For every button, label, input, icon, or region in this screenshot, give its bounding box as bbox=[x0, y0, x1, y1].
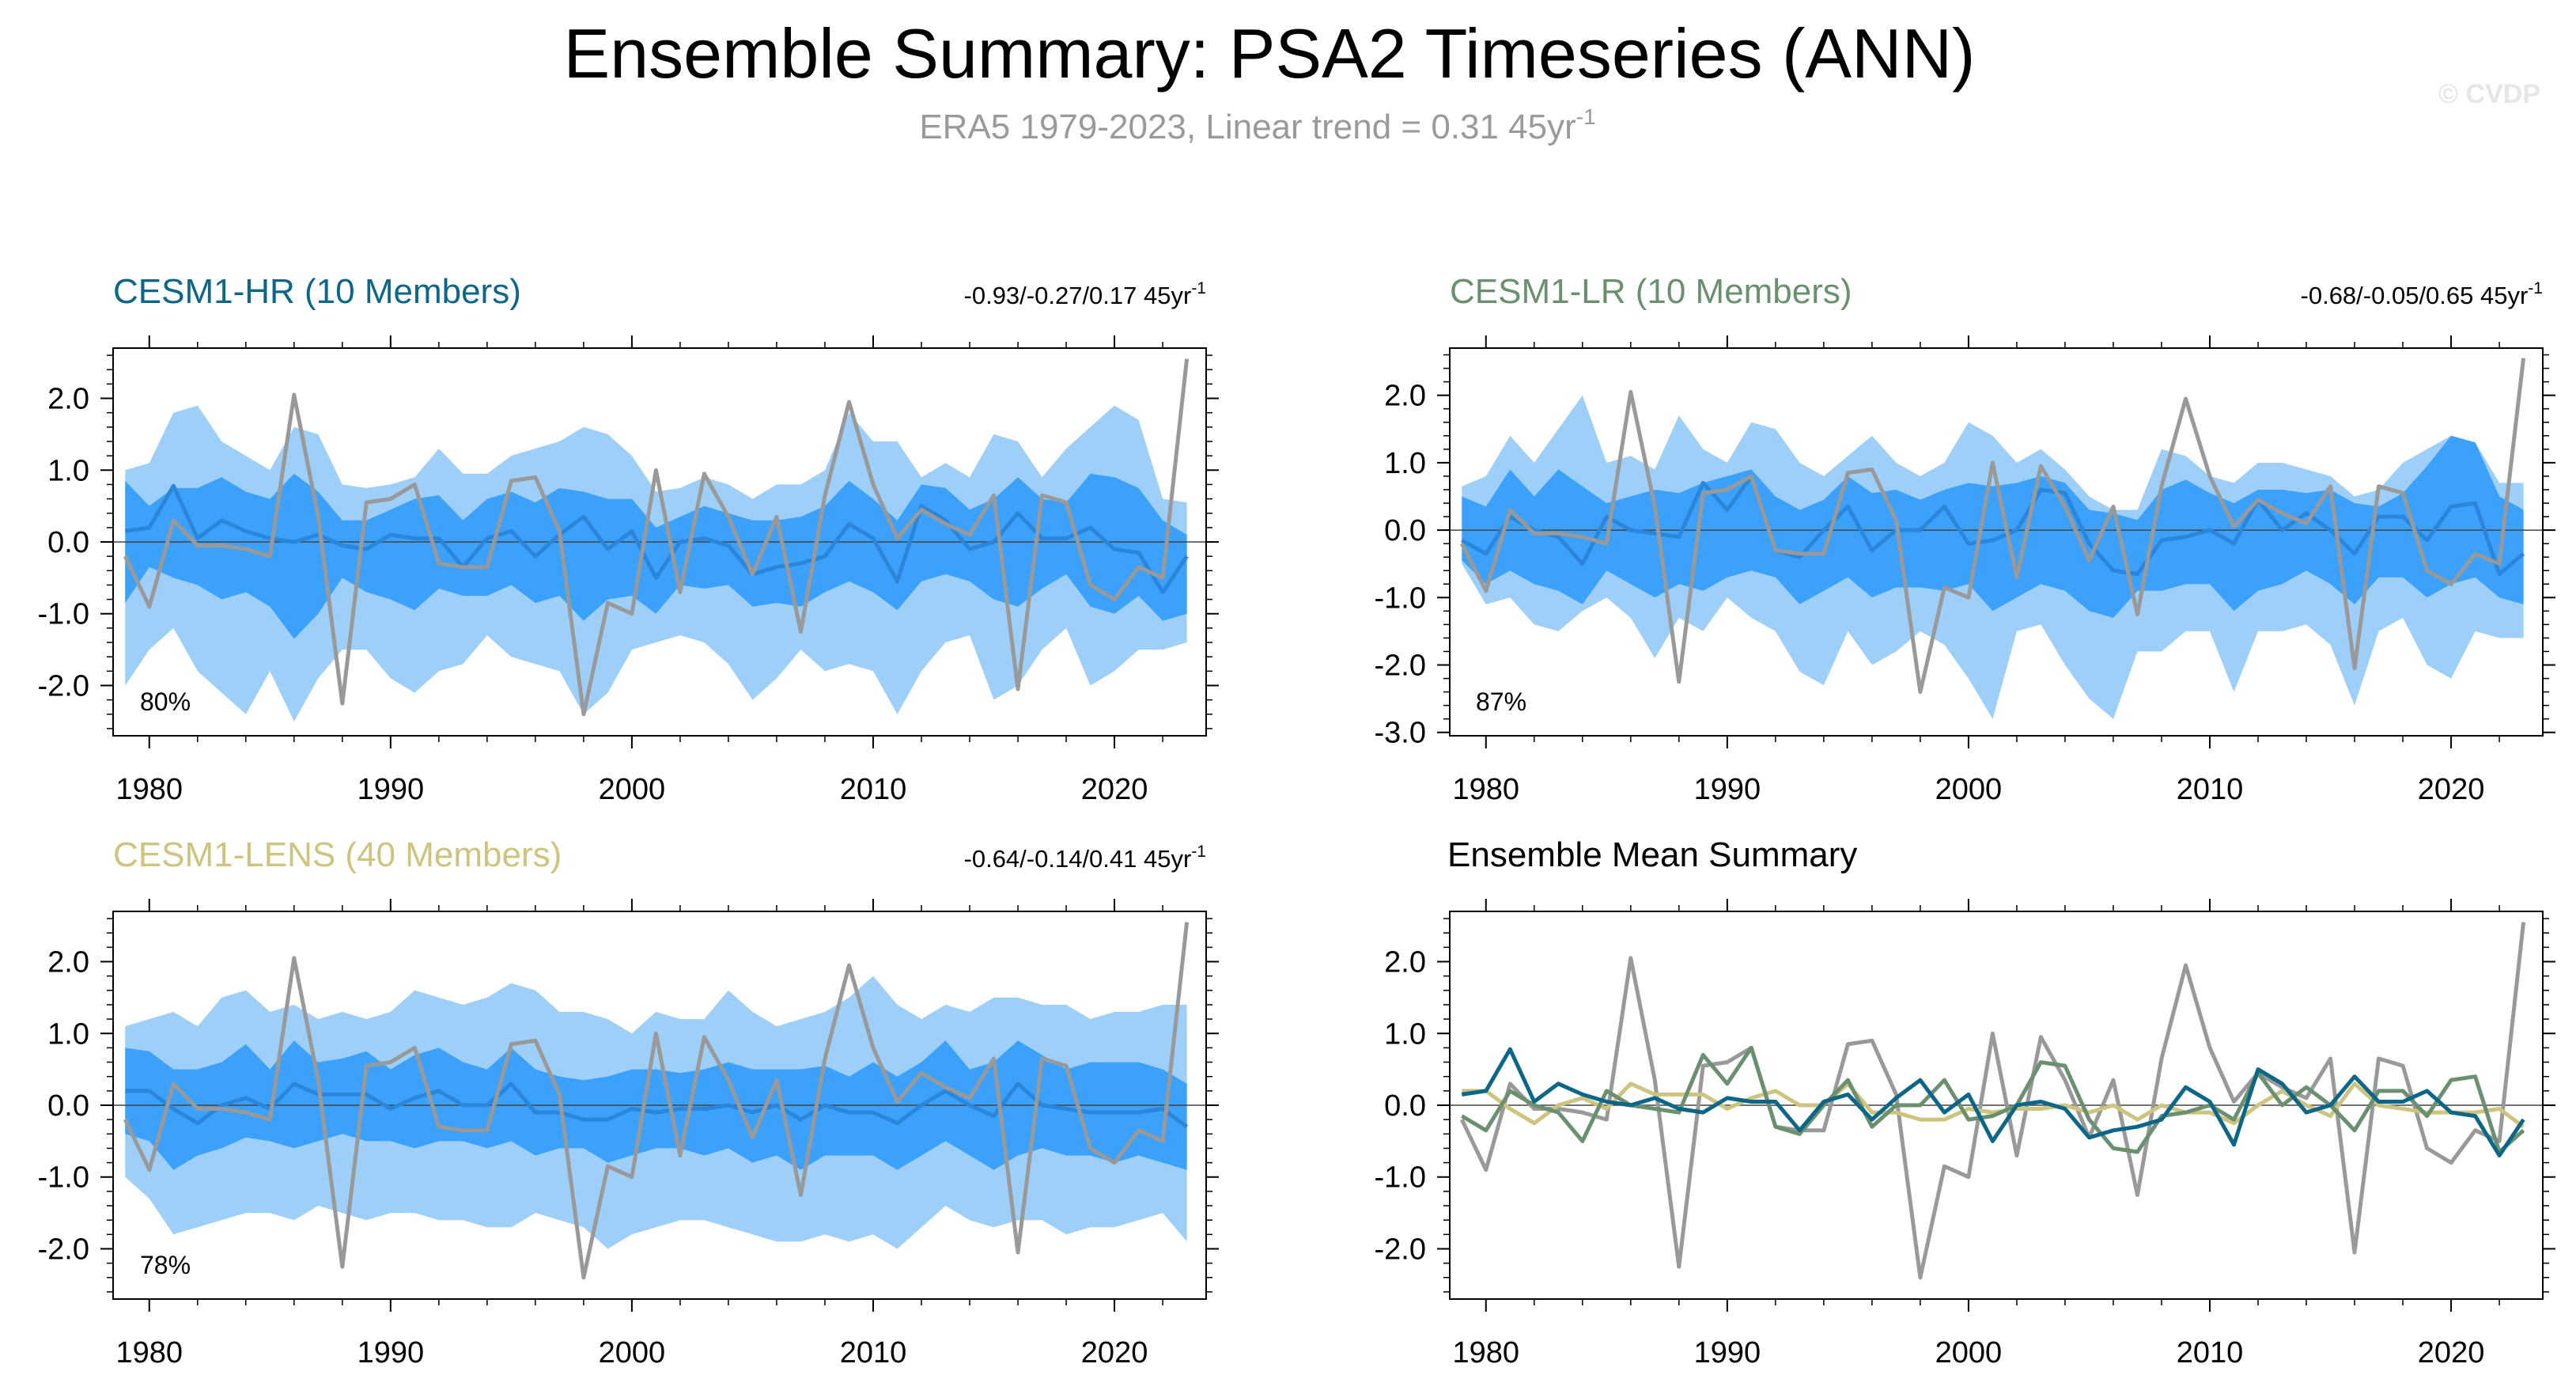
ensemble-mean-line bbox=[125, 1081, 1189, 1129]
y-tick-label: -1.0 bbox=[1375, 1161, 1426, 1195]
panel-cesm1-lens: CESM1-LENS (40 Members) -0.64/-0.14/0.41… bbox=[38, 835, 1219, 1369]
era5-observation-line bbox=[123, 922, 1190, 1280]
x-tick-label: 1990 bbox=[1694, 773, 1761, 806]
panel-trend-range-cesm1-lens: -0.64/-0.14/0.41 45yr-1 bbox=[964, 843, 1206, 873]
plot-area-cesm1-lr: 2.0 1.0 0.0 -1.0 -2.0 -3.0 1980 1990 2000 2010 202… bbox=[1375, 335, 2555, 806]
trend-range-superscript: -1 bbox=[2528, 279, 2543, 297]
x-tick-label: 2010 bbox=[2177, 1336, 2244, 1369]
y-tick-label: 0.0 bbox=[47, 1089, 89, 1123]
y-tick-label: -3.0 bbox=[1375, 717, 1426, 750]
y-tick-label: 2.0 bbox=[1384, 380, 1426, 413]
ensemble-mean-line bbox=[124, 483, 1189, 594]
plot-area-cesm1-lens: 2.0 1.0 0.0 -1.0 -2.0 1980 1990 2000 2010 2020 bbox=[38, 899, 1219, 1369]
percent-label-cesm1-hr: 80% bbox=[140, 688, 191, 716]
y-tick-label: 2.0 bbox=[1384, 946, 1426, 979]
x-tick-label: 1980 bbox=[115, 773, 183, 806]
x-tick-label: 1980 bbox=[1452, 773, 1519, 806]
x-tick-label: 1990 bbox=[1694, 1336, 1761, 1369]
plot-frame bbox=[1449, 347, 2544, 737]
trend-range-superscript: -1 bbox=[1191, 843, 1206, 861]
percent-label-cesm1-lr: 87% bbox=[1476, 688, 1526, 716]
y-tick-label: 2.0 bbox=[47, 946, 89, 979]
y-tick-label: -2.0 bbox=[38, 669, 89, 703]
x-tick-label: 2010 bbox=[840, 1336, 907, 1369]
x-tick-label: 2000 bbox=[1935, 773, 2003, 806]
x-tick-label: 2000 bbox=[1935, 1336, 2003, 1369]
y-tick-label: 1.0 bbox=[1384, 1017, 1426, 1051]
figure-subtitle: ERA5 1979-2023, Linear trend = 0.31 45yr… bbox=[919, 104, 1595, 146]
x-tick-label: 2010 bbox=[840, 773, 907, 806]
y-tick-label: 1.0 bbox=[47, 1017, 89, 1051]
x-tick-label: 2020 bbox=[2418, 773, 2485, 806]
panel-title-cesm1-hr: CESM1-HR (10 Members) bbox=[113, 272, 521, 311]
figure-title: Ensemble Summary: PSA2 Timeseries (ANN) bbox=[564, 14, 1976, 93]
y-tick-label: -1.0 bbox=[38, 598, 89, 631]
plot-area-ensemble-mean-summary: 2.0 1.0 0.0 -1.0 -2.0 1980 1990 2000 2010 2020 bbox=[1375, 899, 2555, 1369]
y-tick-label: -1.0 bbox=[1375, 581, 1426, 615]
panel-cesm1-lr: CESM1-LR (10 Members) -0.68/-0.05/0.65 4… bbox=[1375, 272, 2555, 806]
trend-range-text: -0.64/-0.14/0.41 45yr bbox=[964, 845, 1192, 873]
x-tick-label: 2000 bbox=[599, 773, 666, 806]
x-tick-label: 2020 bbox=[2418, 1336, 2485, 1369]
percent-label-cesm1-lens: 78% bbox=[140, 1251, 191, 1279]
panel-cesm1-hr: CESM1-HR (10 Members) -0.93/-0.27/0.17 4… bbox=[38, 272, 1219, 806]
trend-range-text: -0.93/-0.27/0.17 45yr bbox=[964, 282, 1192, 309]
y-tick-label: 0.0 bbox=[47, 526, 89, 559]
cvdp-watermark: © CVDP bbox=[2438, 79, 2540, 109]
y-tick-label: 2.0 bbox=[47, 383, 89, 416]
ensemble-mean-line bbox=[1461, 474, 2525, 576]
y-tick-label: 1.0 bbox=[47, 454, 89, 487]
panel-title-cesm1-lr: CESM1-LR (10 Members) bbox=[1450, 272, 1852, 311]
x-tick-label: 1990 bbox=[357, 773, 425, 806]
subtitle-text: ERA5 1979-2023, Linear trend = 0.31 45yr bbox=[919, 108, 1575, 146]
y-tick-label: -2.0 bbox=[1375, 650, 1426, 683]
x-tick-label: 2000 bbox=[599, 1336, 666, 1369]
plot-area-cesm1-hr: 2.0 1.0 0.0 -1.0 -2.0 1980 1990 2000 2010 2020 bbox=[38, 335, 1219, 806]
era5-observation-line bbox=[123, 358, 1190, 717]
y-tick-label: -2.0 bbox=[1375, 1233, 1426, 1266]
era5-line bbox=[1460, 922, 2526, 1280]
x-tick-label: 1980 bbox=[115, 1336, 183, 1369]
subtitle-superscript: -1 bbox=[1576, 104, 1596, 129]
cesm1-lr-line bbox=[1461, 1045, 2525, 1154]
y-tick-label: 0.0 bbox=[1384, 514, 1426, 547]
trend-range-superscript: -1 bbox=[1191, 279, 1206, 297]
x-tick-label: 2020 bbox=[1081, 1336, 1148, 1369]
era5-observation-line bbox=[1460, 358, 2526, 695]
y-tick-label: -2.0 bbox=[38, 1233, 89, 1266]
panel-title-cesm1-lens: CESM1-LENS (40 Members) bbox=[113, 835, 562, 874]
y-tick-label: 1.0 bbox=[1384, 447, 1426, 480]
x-tick-label: 1980 bbox=[1452, 1336, 1519, 1369]
inner-spread-band bbox=[1462, 435, 2524, 618]
cesm1-lens-line bbox=[1462, 1081, 2525, 1129]
y-tick-label: 0.0 bbox=[1384, 1089, 1426, 1123]
y-tick-label: -1.0 bbox=[38, 1161, 89, 1195]
x-tick-label: 2010 bbox=[2177, 773, 2244, 806]
panel-trend-range-cesm1-hr: -0.93/-0.27/0.17 45yr-1 bbox=[964, 279, 1206, 309]
inner-spread-band bbox=[125, 473, 1187, 639]
trend-range-text: -0.68/-0.05/0.65 45yr bbox=[2301, 282, 2529, 309]
panel-title-ensemble-mean-summary: Ensemble Mean Summary bbox=[1447, 835, 1857, 874]
x-tick-label: 1990 bbox=[357, 1336, 425, 1369]
panel-trend-range-cesm1-lr: -0.68/-0.05/0.65 45yr-1 bbox=[2301, 279, 2543, 309]
panel-ensemble-mean-summary: Ensemble Mean Summary 2.0 1.0 0.0 -1.0 -2.0 1… bbox=[1375, 835, 2555, 1369]
x-tick-label: 2020 bbox=[1081, 773, 1148, 806]
cesm1-hr-line bbox=[1461, 1047, 2525, 1157]
